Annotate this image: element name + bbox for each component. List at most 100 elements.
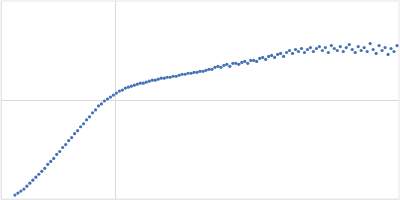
- data-point: [255, 60, 258, 63]
- plot-frame: [1, 1, 399, 199]
- data-point: [315, 47, 318, 50]
- data-point: [40, 170, 43, 173]
- data-point: [318, 45, 321, 48]
- data-point: [94, 108, 97, 111]
- data-point: [148, 80, 151, 83]
- data-point: [342, 50, 345, 53]
- data-point: [273, 56, 276, 59]
- data-point: [291, 52, 294, 55]
- data-point: [73, 132, 76, 135]
- data-point: [360, 49, 363, 52]
- data-point: [22, 188, 25, 191]
- data-point: [49, 160, 52, 163]
- data-point: [109, 95, 112, 98]
- data-point: [357, 45, 360, 48]
- data-point: [219, 66, 222, 69]
- data-point: [139, 82, 142, 85]
- data-point: [88, 115, 91, 118]
- data-point: [198, 70, 201, 73]
- data-point: [231, 62, 234, 65]
- data-point: [237, 63, 240, 66]
- data-point: [309, 46, 312, 49]
- data-point: [142, 82, 145, 85]
- data-point: [91, 111, 94, 114]
- data-point: [34, 176, 37, 179]
- data-point: [369, 42, 372, 45]
- data-point: [389, 47, 392, 50]
- data-point: [330, 44, 333, 47]
- data-point: [13, 193, 16, 196]
- data-point: [372, 48, 375, 51]
- data-point: [97, 104, 100, 107]
- data-point: [85, 118, 88, 121]
- data-point: [312, 50, 315, 53]
- data-point: [207, 68, 210, 71]
- data-point: [172, 75, 175, 78]
- data-point: [100, 102, 103, 105]
- data-point: [222, 64, 225, 67]
- data-point: [395, 44, 398, 47]
- data-point: [166, 76, 169, 79]
- data-point: [297, 50, 300, 53]
- data-point: [55, 153, 58, 156]
- data-point: [154, 79, 157, 82]
- data-point: [64, 143, 67, 146]
- data-point: [169, 76, 172, 79]
- data-point: [285, 51, 288, 54]
- chart: [0, 0, 400, 200]
- data-point: [37, 173, 40, 176]
- data-point: [43, 167, 46, 170]
- data-point: [58, 150, 61, 153]
- data-point: [225, 63, 228, 66]
- data-point: [249, 59, 252, 62]
- data-point: [175, 75, 178, 78]
- data-point: [270, 54, 273, 57]
- data-point: [82, 122, 85, 125]
- data-point: [67, 139, 70, 142]
- data-point: [178, 74, 181, 77]
- data-point: [243, 60, 246, 63]
- data-point: [112, 93, 115, 96]
- data-point: [118, 89, 121, 92]
- data-point: [240, 61, 243, 64]
- data-point: [186, 72, 189, 75]
- data-point: [366, 50, 369, 53]
- data-point: [70, 136, 73, 139]
- data-point: [336, 49, 339, 52]
- data-point: [276, 53, 279, 56]
- data-point: [213, 66, 216, 69]
- data-point: [378, 44, 381, 47]
- data-point: [133, 84, 136, 87]
- data-point: [282, 55, 285, 58]
- data-point: [195, 71, 198, 74]
- data-point: [324, 46, 327, 49]
- data-point: [228, 65, 231, 68]
- data-point: [348, 43, 351, 46]
- data-point: [339, 45, 342, 48]
- data-point: [383, 46, 386, 49]
- x-axis: [2, 199, 400, 200]
- data-point: [234, 62, 237, 65]
- data-point: [163, 77, 166, 80]
- data-point: [392, 50, 395, 53]
- data-point: [106, 97, 109, 100]
- data-point: [252, 59, 255, 62]
- data-point: [103, 99, 106, 102]
- data-point: [327, 51, 330, 54]
- data-point: [31, 179, 34, 182]
- data-point: [300, 47, 303, 50]
- data-point: [321, 49, 324, 52]
- points: [13, 42, 398, 197]
- data-point: [246, 62, 249, 65]
- data-point: [28, 182, 31, 185]
- data-point: [136, 83, 139, 86]
- data-point: [375, 52, 378, 55]
- data-point: [204, 69, 207, 72]
- data-point: [115, 91, 118, 94]
- plot: [1, 1, 400, 200]
- data-point: [294, 48, 297, 51]
- data-point: [279, 52, 282, 55]
- data-point: [46, 163, 49, 166]
- data-point: [288, 49, 291, 52]
- grid: [1, 1, 399, 199]
